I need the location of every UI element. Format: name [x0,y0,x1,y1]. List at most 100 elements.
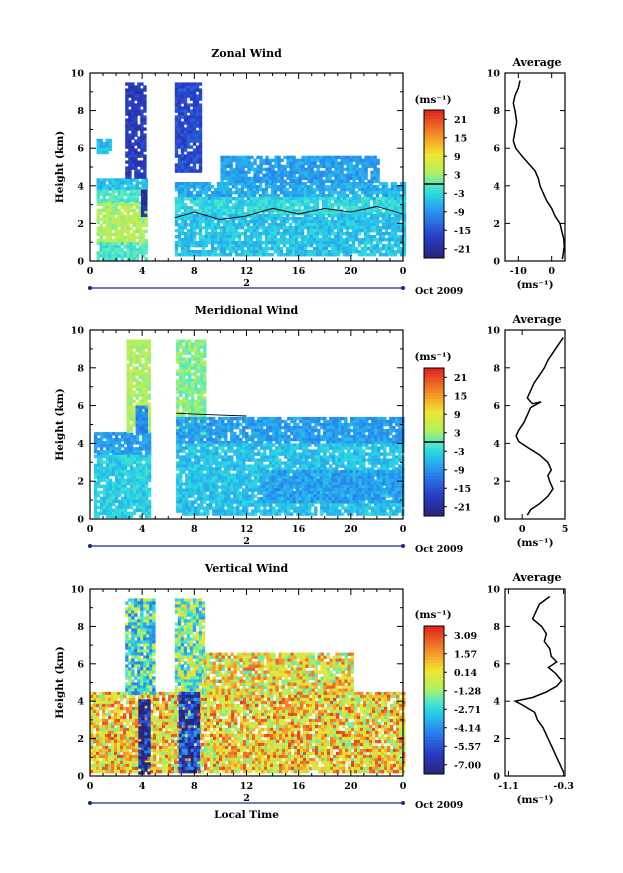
colorbar-segment [424,669,444,673]
date-axis-end-marker [401,286,405,290]
colorbar-segment [424,116,444,120]
y-tick-label: 2 [77,219,84,230]
x-tick-label: 12 [240,524,253,535]
colorbar-segment [424,678,444,682]
y-tick-label: 4 [77,697,84,708]
colorbar-segment [424,386,444,391]
colorbar-segment [424,709,444,713]
avg-y-tick-label: 0 [493,772,500,783]
avg-y-tick-label: 6 [493,401,500,412]
colorbar-segment [424,641,444,645]
y-axis-label: Height (km) [54,388,66,460]
wind-region-0 [90,691,406,774]
average-title: Average [511,313,561,326]
colorbar: 21 15 9 3 -3 -9 -15 -21 [423,367,471,517]
colorbar-tick-label: -7.00 [454,760,481,771]
colorbar-segment [424,254,444,259]
colorbar-segment [424,761,444,766]
wind-region-3 [174,598,206,695]
date-axis-start-marker [88,286,92,290]
colorbar-segment [424,165,444,170]
average-x-label: (ms⁻¹) [516,537,553,549]
colorbar-segment [424,466,444,471]
x-tick-label: 0 [87,781,94,792]
average-x-label: (ms⁻¹) [516,794,553,806]
wind-region-4 [178,691,201,774]
wind-region-9 [174,197,407,216]
colorbar-segment [424,629,444,633]
heatmap-cells [93,339,405,519]
colorbar-tick-label: 21 [454,115,467,126]
colorbar-segment [424,417,444,421]
colorbar-segment [424,420,444,424]
colorbar-tick-label: -2.71 [454,705,481,716]
panel-title: Meridional Wind [195,304,299,317]
avg-y-tick-label: 10 [487,585,501,596]
colorbar-segment [424,497,444,502]
colorbar-segment [424,445,444,449]
avg-y-tick-label: 2 [493,477,500,488]
colorbar-segment [424,110,444,114]
colorbar-segment [424,460,444,465]
wind-region-1 [93,454,152,519]
colorbar-tick-label: 1.57 [454,649,477,660]
colorbar-tick-label: -9 [454,465,465,476]
avg-x-tick-label: 5 [562,524,569,535]
colorbar-segment [424,128,444,133]
y-tick-label: 4 [77,439,84,450]
x-tick-label: 0 [87,266,94,277]
colorbar-segment [424,193,444,197]
zonal-wind-panel: Zonal Wind 0 2 4 6 8 10 Height (km) 0 4 8 12 16 20 0 2 O… [54,47,471,297]
colorbar-segment [424,743,444,747]
date-axis-start-marker [88,801,92,805]
colorbar-tick-label: -3 [454,447,465,458]
vertical-average-panel: Average 0 2 4 6 8 10 -1.1 -0.3(ms⁻¹) [487,571,574,806]
y-tick-label: 2 [77,477,84,488]
colorbar-segment [424,475,444,480]
colorbar-segment [424,221,444,225]
colorbar-segment [424,684,444,689]
colorbar-segment [424,644,444,649]
colorbar-segment [424,472,444,477]
colorbar-segment [424,131,444,136]
colorbar-segment [424,512,444,517]
heatmap-cells [90,598,406,775]
colorbar-segment [424,666,444,670]
wind-region-5 [125,82,147,179]
wind-region-2 [96,189,148,205]
colorbar-segment [424,690,444,695]
colorbar-segment [424,767,444,772]
zero-contour [176,412,247,417]
colorbar-segment [424,681,444,686]
average-frame [504,72,566,262]
colorbar-segment [424,432,444,437]
colorbar-segment [424,156,444,160]
date-day-label: 2 [243,278,250,289]
colorbar-segment [424,202,444,207]
colorbar-segment [424,171,444,176]
colorbar-segment [424,457,444,461]
colorbar-segment [424,721,444,726]
colorbar-segment [424,727,444,732]
x-tick-label: 0 [400,781,407,792]
average-profile-line [512,80,566,260]
wind-region-4 [96,242,148,261]
x-tick-label: 12 [240,781,253,792]
wind-region-6 [140,189,148,217]
colorbar-tick-label: 3 [454,170,461,181]
average-frame [504,588,566,777]
colorbar-segment [424,442,444,446]
zero-contour [174,206,404,221]
colorbar-segment [424,451,444,455]
colorbar-segment [424,153,444,157]
colorbar-segment [424,687,444,692]
colorbar-tick-label: 15 [454,391,467,402]
colorbar-segment [424,423,444,428]
colorbar-segment [424,134,444,139]
colorbar-segment [424,653,444,658]
colorbar-unit-label: (ms⁻¹) [414,609,451,621]
colorbar-segment [424,506,444,511]
wind-region-0 [93,432,152,457]
